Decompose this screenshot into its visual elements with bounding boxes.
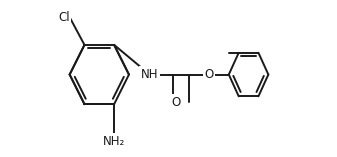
Text: NH: NH [141,68,158,81]
Text: NH₂: NH₂ [103,135,125,148]
Text: O: O [205,68,214,81]
Text: O: O [171,96,180,109]
Text: Cl: Cl [58,11,70,24]
